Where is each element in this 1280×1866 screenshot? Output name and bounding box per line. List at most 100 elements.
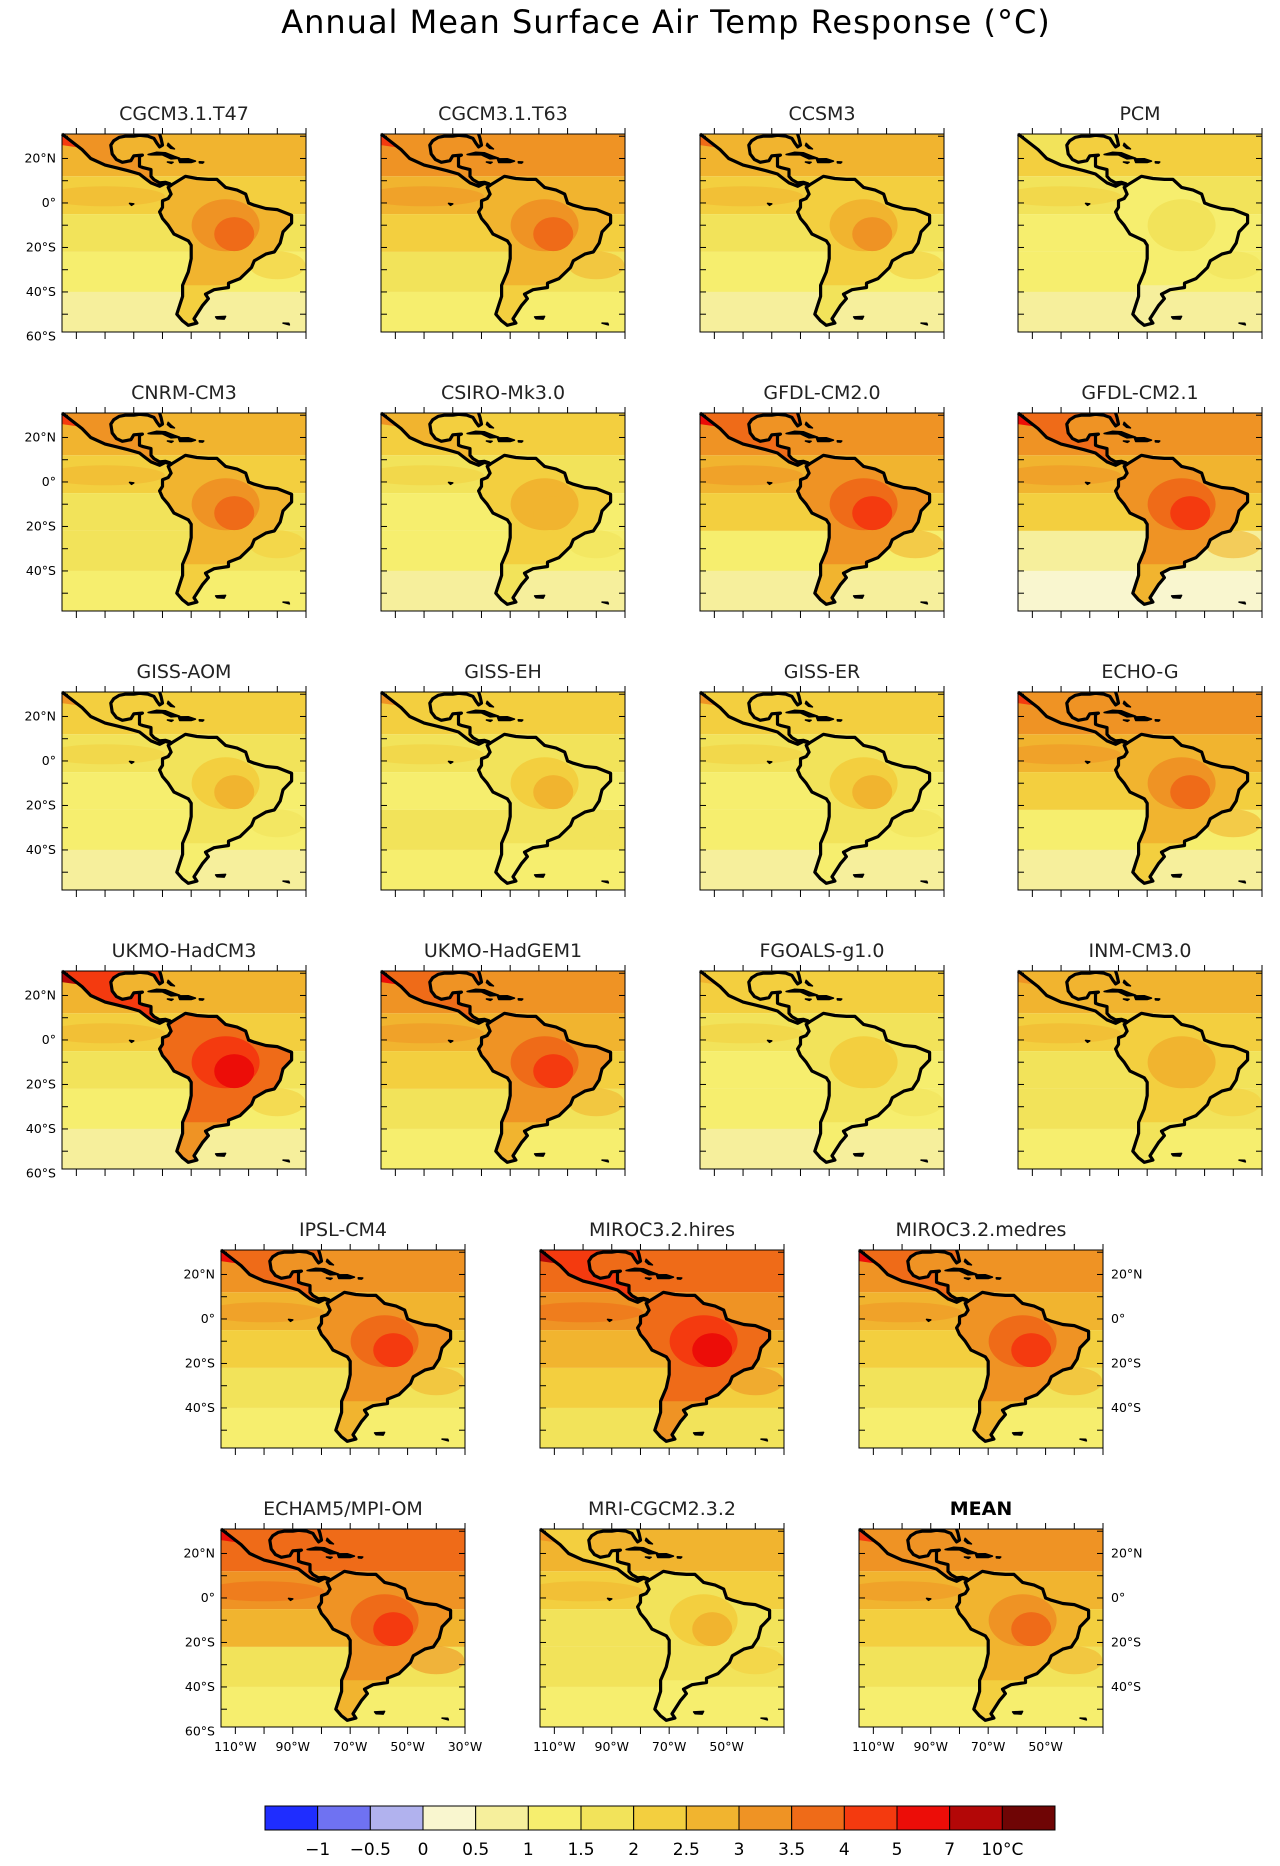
coastline (380, 411, 613, 606)
panel-title: UKMO-HadCM3 (112, 940, 257, 962)
panel-title: MEAN (950, 1498, 1013, 1520)
ocean-anomaly (408, 1367, 465, 1396)
tick-marks (1018, 965, 1263, 1176)
lat-tick-label: 40°S (26, 842, 56, 857)
ocean-anomaly (1205, 251, 1262, 280)
lon-tick-label: 110°W (214, 1739, 256, 1754)
lat-tick-label: 40°S (185, 1400, 215, 1415)
temperature-field (859, 1529, 1103, 1727)
map-panel: GISS-ER (699, 661, 945, 897)
lon-tick-label: 50°W (390, 1739, 425, 1754)
lon-tick-label: 90°W (276, 1739, 311, 1754)
land-hotspot (1011, 1612, 1052, 1647)
ocean-anomaly (62, 465, 166, 486)
ocean-anomaly (1205, 809, 1262, 838)
panel-title: ECHO-G (1101, 661, 1178, 683)
land-hotspot (1170, 1054, 1211, 1089)
ocean-anomaly (540, 1581, 644, 1602)
map-panel: CSIRO-Mk3.0 (380, 382, 626, 618)
panel-frame (61, 691, 307, 891)
panel-title: CNRM-CM3 (131, 382, 237, 404)
lat-tick-label: 40°S (1111, 1400, 1141, 1415)
ocean-anomaly (1018, 186, 1122, 207)
lat-tick-label: 20°S (26, 518, 56, 533)
ocean-anomaly (887, 530, 944, 559)
coastline (858, 1248, 1091, 1443)
temperature-field (62, 413, 306, 611)
ocean-anomaly (727, 1646, 784, 1675)
map-panel: IPSL-CM4 20°N 0° 20°S 40°S (183, 1219, 466, 1455)
lon-tick-label: 50°W (709, 1739, 744, 1754)
ocean-anomaly (887, 1088, 944, 1117)
ocean-anomaly (859, 1581, 963, 1602)
map-panel: CNRM-CM3 20°N 0° 20°S 40°S (24, 382, 307, 618)
temperature-field (381, 413, 625, 611)
land-hotspot (373, 1333, 414, 1368)
ocean-anomaly (700, 744, 804, 765)
temperature-field (859, 1250, 1103, 1448)
panel-frame (1017, 133, 1263, 333)
map-panel: GFDL-CM2.0 (699, 382, 945, 618)
panel-title: GISS-EH (464, 661, 542, 683)
land-hotspot (852, 1054, 893, 1089)
lat-tick-label: 20°N (24, 429, 56, 444)
tick-marks (700, 965, 945, 1176)
lat-tick-label: 0° (1111, 1590, 1125, 1605)
tick-marks (62, 965, 307, 1176)
temperature-field (221, 1529, 465, 1727)
panel-frame (380, 691, 626, 891)
colorbar-label: −1 (305, 1840, 330, 1860)
coastline (380, 969, 613, 1164)
coastline (1017, 132, 1250, 327)
ocean-anomaly (1018, 744, 1122, 765)
land-hotspot (1170, 217, 1211, 252)
ocean-anomaly (700, 186, 804, 207)
lat-tick-label: 20°S (185, 1355, 215, 1370)
coastline (380, 690, 613, 885)
tick-marks (221, 1523, 466, 1734)
coastline (380, 132, 613, 327)
colorbar-label: 2 (628, 1840, 639, 1860)
lon-tick-label: 110°W (852, 1739, 894, 1754)
lon-tick-label: 90°W (914, 1739, 949, 1754)
colorbar-label: 2.5 (673, 1840, 700, 1860)
colorbar-swatch (264, 1805, 319, 1831)
ocean-anomaly (1205, 1088, 1262, 1117)
panel-frame (380, 133, 626, 333)
coastline (699, 969, 932, 1164)
colorbar-label: 5 (892, 1840, 903, 1860)
temperature-field (540, 1250, 784, 1448)
figure-title: Annual Mean Surface Air Temp Response (°… (281, 3, 1051, 41)
lat-tick-label: 40°S (26, 563, 56, 578)
land-hotspot (1170, 496, 1211, 531)
coastline (699, 690, 932, 885)
panel-frame (858, 1528, 1104, 1728)
colorbar-label: 0.5 (462, 1840, 489, 1860)
ocean-anomaly (62, 186, 166, 207)
colorbar-swatch (843, 1805, 898, 1831)
lat-tick-label: 20°S (1111, 1634, 1141, 1649)
colorbar-label: 0 (418, 1840, 429, 1860)
tick-marks (700, 128, 945, 339)
ocean-anomaly (1205, 530, 1262, 559)
map-panel: CGCM3.1.T47 20°N 0° 20°S 40°S 60°S (24, 103, 307, 343)
panel-title: MRI-CGCM2.3.2 (588, 1498, 736, 1520)
map-panel: CGCM3.1.T63 (380, 103, 626, 339)
panel-frame (1017, 412, 1263, 612)
map-panel: PCM (1017, 103, 1263, 339)
temperature-field (1018, 134, 1262, 332)
ocean-anomaly (540, 1302, 644, 1323)
panel-title: IPSL-CM4 (299, 1219, 387, 1241)
colorbar-swatch (580, 1805, 635, 1831)
colorbar-swatch (1001, 1805, 1056, 1831)
coastline (858, 1527, 1091, 1722)
ocean-anomaly (221, 1581, 325, 1602)
tick-marks (62, 407, 307, 618)
map-panel: MRI-CGCM2.3.2 110°W 90°W 70°W 50°W (533, 1498, 785, 1754)
lat-tick-label: 20°S (1111, 1355, 1141, 1370)
panel-title: GFDL-CM2.0 (763, 382, 880, 404)
temperature-field (700, 692, 944, 890)
lat-tick-label: 20°S (26, 797, 56, 812)
land-hotspot (1170, 775, 1211, 810)
ocean-anomaly (62, 744, 166, 765)
